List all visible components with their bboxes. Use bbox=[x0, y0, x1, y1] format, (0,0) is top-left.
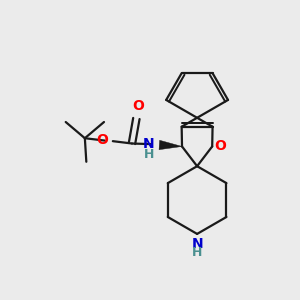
Polygon shape bbox=[159, 140, 182, 150]
Text: H: H bbox=[144, 148, 154, 161]
Text: N: N bbox=[142, 137, 154, 151]
Text: O: O bbox=[214, 139, 226, 153]
Text: O: O bbox=[97, 133, 108, 147]
Text: O: O bbox=[132, 99, 144, 113]
Text: H: H bbox=[192, 246, 202, 259]
Text: N: N bbox=[191, 237, 203, 251]
